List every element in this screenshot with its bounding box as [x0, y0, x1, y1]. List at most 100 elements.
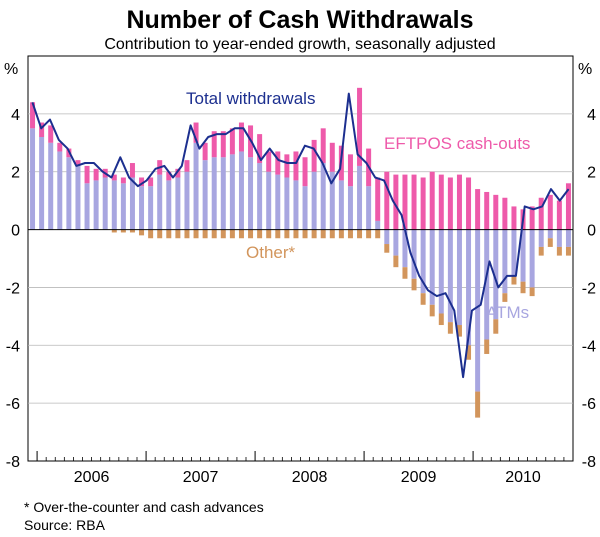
footnote: * Over-the-counter and cash advances — [24, 499, 264, 515]
bar-other — [275, 229, 281, 239]
bar-eftpos-cash-outs — [320, 128, 326, 164]
bar-other — [139, 229, 145, 236]
bar-eftpos-cash-outs — [402, 174, 408, 230]
bar-atms — [393, 229, 399, 256]
bar-other — [493, 319, 499, 334]
label-other: Other* — [246, 243, 296, 262]
bar-other — [284, 229, 290, 239]
bar-atms — [475, 229, 481, 392]
bar-eftpos-cash-outs — [493, 194, 499, 230]
y-axis-unit-left: % — [4, 61, 18, 78]
bar-atms — [229, 154, 235, 230]
bar-atms — [166, 180, 172, 230]
bar-atms — [157, 174, 163, 230]
bar-other — [329, 229, 335, 239]
bar-other — [211, 229, 217, 239]
x-tick-label-year: 2010 — [505, 469, 541, 486]
bar-eftpos-cash-outs — [184, 160, 190, 172]
bar-atms — [48, 142, 54, 230]
bar-eftpos-cash-outs — [48, 125, 54, 143]
bar-atms — [538, 229, 544, 247]
bar-eftpos-cash-outs — [429, 171, 435, 230]
y-tick-label-right: -8 — [582, 454, 596, 471]
y-tick-label-left: 0 — [11, 223, 20, 240]
bar-other — [257, 229, 263, 239]
label-atms: ATMs — [486, 303, 529, 322]
bar-atms — [30, 128, 36, 230]
bar-eftpos-cash-outs — [266, 151, 272, 172]
bar-other — [193, 229, 199, 239]
bar-other — [429, 304, 435, 317]
bar-atms — [520, 229, 526, 282]
bar-atms — [84, 183, 90, 230]
bar-atms — [148, 186, 154, 230]
y-tick-label-left: 2 — [11, 165, 20, 182]
bar-other — [366, 229, 372, 239]
bar-atms — [184, 171, 190, 230]
bar-atms — [411, 229, 417, 279]
bar-atms — [402, 229, 408, 268]
bar-eftpos-cash-outs — [393, 174, 399, 230]
y-tick-label-left: -2 — [6, 280, 20, 297]
bar-atms — [375, 220, 381, 230]
bar-atms — [39, 137, 45, 230]
bar-other — [238, 229, 244, 239]
bar-atms — [302, 186, 308, 230]
bar-other — [202, 229, 208, 239]
bar-other — [357, 229, 363, 239]
bar-atms — [357, 165, 363, 230]
bar-atms — [320, 163, 326, 230]
bar-eftpos-cash-outs — [139, 177, 145, 187]
bar-atms — [238, 151, 244, 230]
bar-eftpos-cash-outs — [257, 134, 263, 164]
bar-eftpos-cash-outs — [202, 142, 208, 161]
bar-other — [456, 325, 462, 337]
bar-eftpos-cash-outs — [538, 197, 544, 230]
label-total-withdrawals: Total withdrawals — [186, 89, 315, 108]
bar-eftpos-cash-outs — [556, 200, 562, 230]
bar-atms — [366, 186, 372, 230]
x-tick-label-year: 2006 — [74, 469, 110, 486]
bar-atms — [220, 157, 226, 230]
bar-eftpos-cash-outs — [57, 142, 63, 152]
bar-atms — [529, 229, 535, 288]
bar-atms — [102, 177, 108, 230]
total-line-group — [31, 92, 570, 379]
y-tick-label-left: 4 — [11, 107, 20, 124]
y-tick-label-right: -6 — [582, 396, 596, 413]
bar-atms — [420, 229, 426, 294]
bar-other — [338, 229, 344, 239]
bar-eftpos-cash-outs — [302, 157, 308, 187]
bar-eftpos-cash-outs — [293, 151, 299, 181]
bar-eftpos-cash-outs — [357, 87, 363, 166]
bar-eftpos-cash-outs — [456, 174, 462, 230]
bar-atms — [139, 186, 145, 230]
bar-eftpos-cash-outs — [447, 177, 453, 230]
bar-eftpos-cash-outs — [466, 177, 472, 230]
bar-eftpos-cash-outs — [547, 194, 553, 230]
bar-other — [393, 255, 399, 268]
bar-other — [347, 229, 353, 239]
bar-atms — [120, 183, 126, 230]
total-withdrawals-line — [31, 92, 570, 379]
bar-eftpos-cash-outs — [129, 163, 135, 178]
x-tick-label-year: 2009 — [401, 469, 437, 486]
bar-atms — [93, 180, 99, 230]
bar-eftpos-cash-outs — [30, 102, 36, 129]
bar-atms — [275, 174, 281, 230]
gridlines — [28, 113, 573, 404]
bar-other — [547, 238, 553, 247]
x-tick-label-year: 2007 — [183, 469, 219, 486]
bar-other — [166, 229, 172, 239]
bar-eftpos-cash-outs — [229, 128, 235, 155]
y-axis-unit-right: % — [578, 61, 592, 78]
bar-atms — [511, 229, 517, 276]
bar-atms — [565, 229, 571, 247]
plot-frame — [27, 55, 574, 462]
bar-other — [538, 246, 544, 256]
bar-atms — [447, 229, 453, 323]
y-tick-label-right: -2 — [582, 280, 596, 297]
bar-eftpos-cash-outs — [148, 177, 154, 187]
bar-other — [384, 244, 390, 253]
